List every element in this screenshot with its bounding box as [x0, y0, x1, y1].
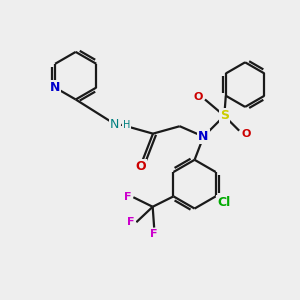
Text: F: F: [127, 217, 135, 227]
Text: O: O: [241, 129, 250, 139]
Text: S: S: [220, 109, 229, 122]
Text: F: F: [124, 192, 132, 202]
Text: N: N: [110, 118, 119, 131]
Text: N: N: [198, 130, 209, 143]
Text: H: H: [122, 120, 130, 130]
Text: O: O: [194, 92, 203, 101]
Text: F: F: [150, 229, 158, 239]
Text: N: N: [50, 81, 60, 94]
Text: Cl: Cl: [218, 196, 231, 209]
Text: O: O: [136, 160, 146, 173]
